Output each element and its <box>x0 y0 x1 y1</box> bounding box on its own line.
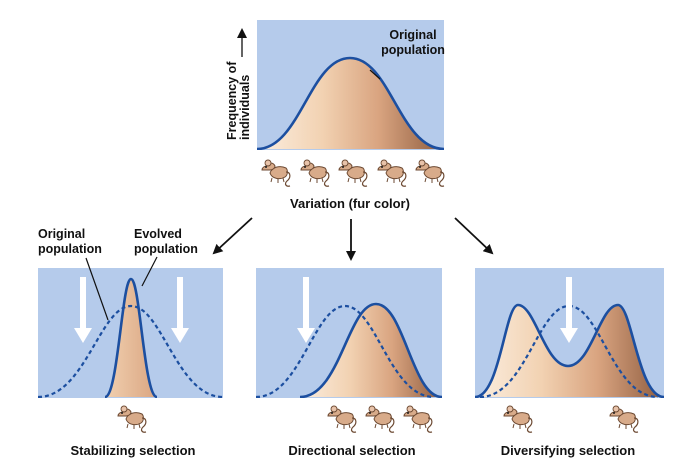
flow-arrow-icon <box>212 217 253 255</box>
mouse-icon <box>377 159 407 187</box>
original-population-curve-line <box>257 56 444 150</box>
evolved-population-curve <box>475 305 664 397</box>
evolved-label-line1: Evolved <box>134 227 182 241</box>
mouse-icon <box>503 405 533 433</box>
evolved-population-curve <box>300 304 442 397</box>
evolved-label-line2: population <box>134 242 198 256</box>
curve-label-leader <box>369 69 381 80</box>
mouse-icon <box>415 159 445 187</box>
x-axis-label: Variation (fur color) <box>290 196 410 211</box>
mouse-icon <box>609 405 639 433</box>
evolved-population-curve <box>38 279 223 397</box>
mouse-icon <box>300 159 330 187</box>
selection-arrow-icon <box>560 277 578 343</box>
diversifying-panel: Diversifying selection <box>475 268 664 458</box>
diversifying-caption: Diversifying selection <box>501 443 635 458</box>
mouse-icon <box>327 405 357 433</box>
evolved-population-curve-line <box>103 277 159 398</box>
curve-label-line2: population <box>381 43 445 57</box>
mouse-icon <box>365 405 395 433</box>
selection-arrow-icon <box>74 277 92 343</box>
evolved-population-curve-line <box>475 303 664 398</box>
top-panel: Original population Frequency of individ… <box>225 20 445 211</box>
original-population-curve <box>257 58 444 149</box>
original-label-leader <box>85 257 109 321</box>
selection-arrow-icon <box>171 277 189 343</box>
directional-panel: Directional selection <box>256 268 442 458</box>
y-axis-label-line2: individuals <box>238 75 252 140</box>
y-axis-label-line1: Frequency of <box>225 61 239 140</box>
stabilizing-caption: Stabilizing selection <box>71 443 196 458</box>
original-population-dashed-curve <box>38 304 223 398</box>
y-axis-label: Frequency of individuals <box>225 61 252 140</box>
flow-arrow-icon <box>454 217 494 255</box>
evolved-label-leader <box>141 256 158 287</box>
directional-caption: Directional selection <box>288 443 415 458</box>
original-population-dashed-curve <box>256 304 435 398</box>
original-label-line2: population <box>38 242 102 256</box>
mouse-icon <box>261 159 291 187</box>
selection-arrow-icon <box>297 277 315 343</box>
evolved-population-curve-line <box>299 302 442 398</box>
curve-label-line1: Original <box>389 28 436 42</box>
mouse-icon <box>117 405 147 433</box>
mouse-icon <box>403 405 433 433</box>
stabilizing-panel: Original population Evolved population S… <box>38 227 223 458</box>
mouse-icon <box>338 159 368 187</box>
original-label-line1: Original <box>38 227 85 241</box>
